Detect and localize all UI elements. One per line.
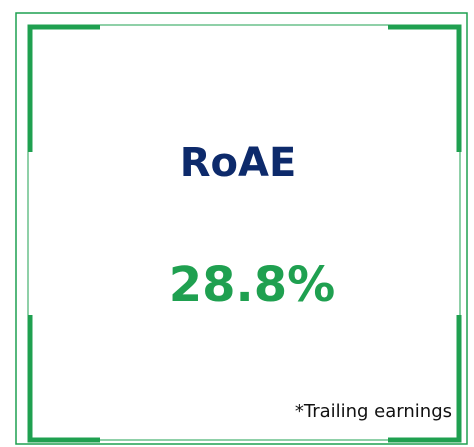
corner-top-right: [388, 24, 462, 152]
corner-brackets: [27, 24, 462, 443]
corner-bottom-left: [27, 315, 100, 443]
corner-top-left: [27, 24, 100, 152]
corner-bottom-right: [388, 315, 462, 443]
inner-frame: [27, 24, 461, 441]
outer-frame: [15, 12, 468, 445]
card-title: RoAE: [180, 140, 297, 186]
card-value: 28.8%: [169, 257, 336, 313]
card-footnote: *Trailing earnings: [295, 401, 452, 422]
